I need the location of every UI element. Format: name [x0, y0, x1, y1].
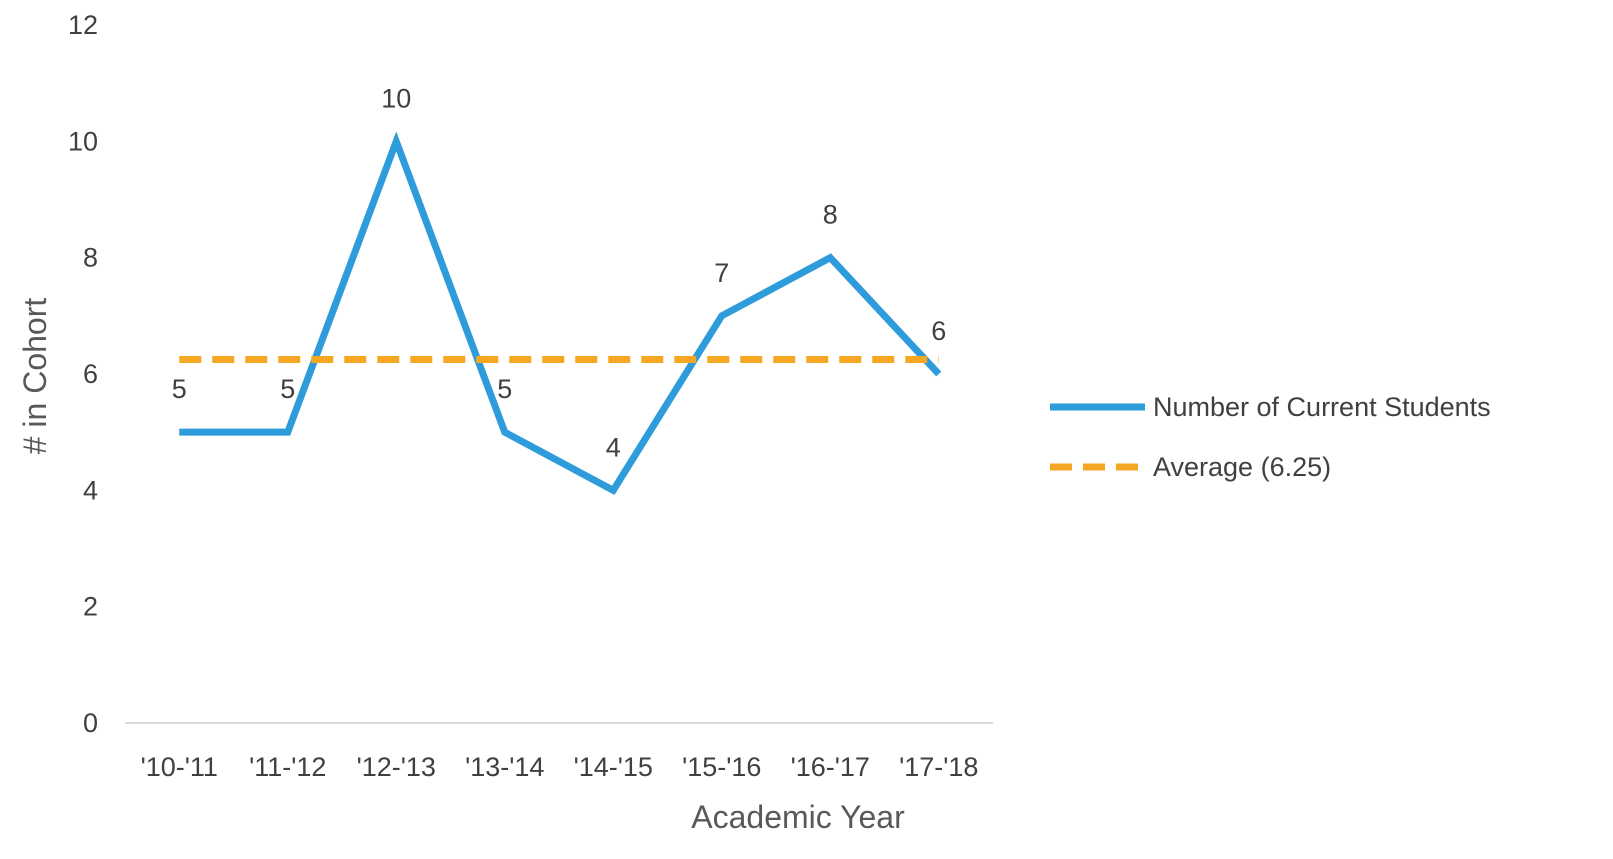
x-axis-ticks: '10-'11 '11-'12 '12-'13 '13-'14 '14-'15 '15-'… [141, 752, 979, 782]
x-tick-label: '13-'14 [465, 752, 544, 782]
x-axis-title: Academic Year [691, 799, 905, 835]
x-tick-label: '12-'13 [357, 752, 436, 782]
x-tick-label: '17-'18 [899, 752, 978, 782]
students-series-line [179, 131, 942, 495]
y-axis-ticks: 0 2 4 6 8 10 12 [68, 10, 98, 738]
y-tick-label: 6 [83, 359, 98, 389]
y-tick-label: 2 [83, 592, 98, 622]
x-tick-label: '14-'15 [574, 752, 653, 782]
y-tick-label: 4 [83, 475, 98, 505]
data-label: 7 [714, 258, 729, 288]
x-tick-label: '10-'11 [141, 752, 218, 782]
data-label: 5 [280, 374, 295, 404]
legend-label: Number of Current Students [1153, 392, 1491, 422]
y-tick-label: 0 [83, 708, 98, 738]
x-tick-label: '16-'17 [791, 752, 870, 782]
y-tick-label: 8 [83, 243, 98, 273]
legend: Number of Current Students Average (6.25) [1050, 392, 1491, 482]
x-tick-label: '15-'16 [682, 752, 761, 782]
legend-label: Average (6.25) [1153, 452, 1331, 482]
data-labels: 5 5 10 5 4 7 8 6 [172, 83, 947, 462]
data-label: 5 [497, 374, 512, 404]
y-tick-label: 10 [68, 126, 98, 156]
x-tick-label: '11-'12 [249, 752, 326, 782]
data-label: 6 [931, 316, 946, 346]
y-tick-label: 12 [68, 10, 98, 40]
y-axis-title: # in Cohort [17, 298, 53, 455]
data-label: 8 [823, 200, 838, 230]
data-label: 10 [381, 83, 411, 113]
data-label: 5 [172, 374, 187, 404]
series-lines [179, 131, 942, 495]
data-label: 4 [606, 432, 621, 462]
